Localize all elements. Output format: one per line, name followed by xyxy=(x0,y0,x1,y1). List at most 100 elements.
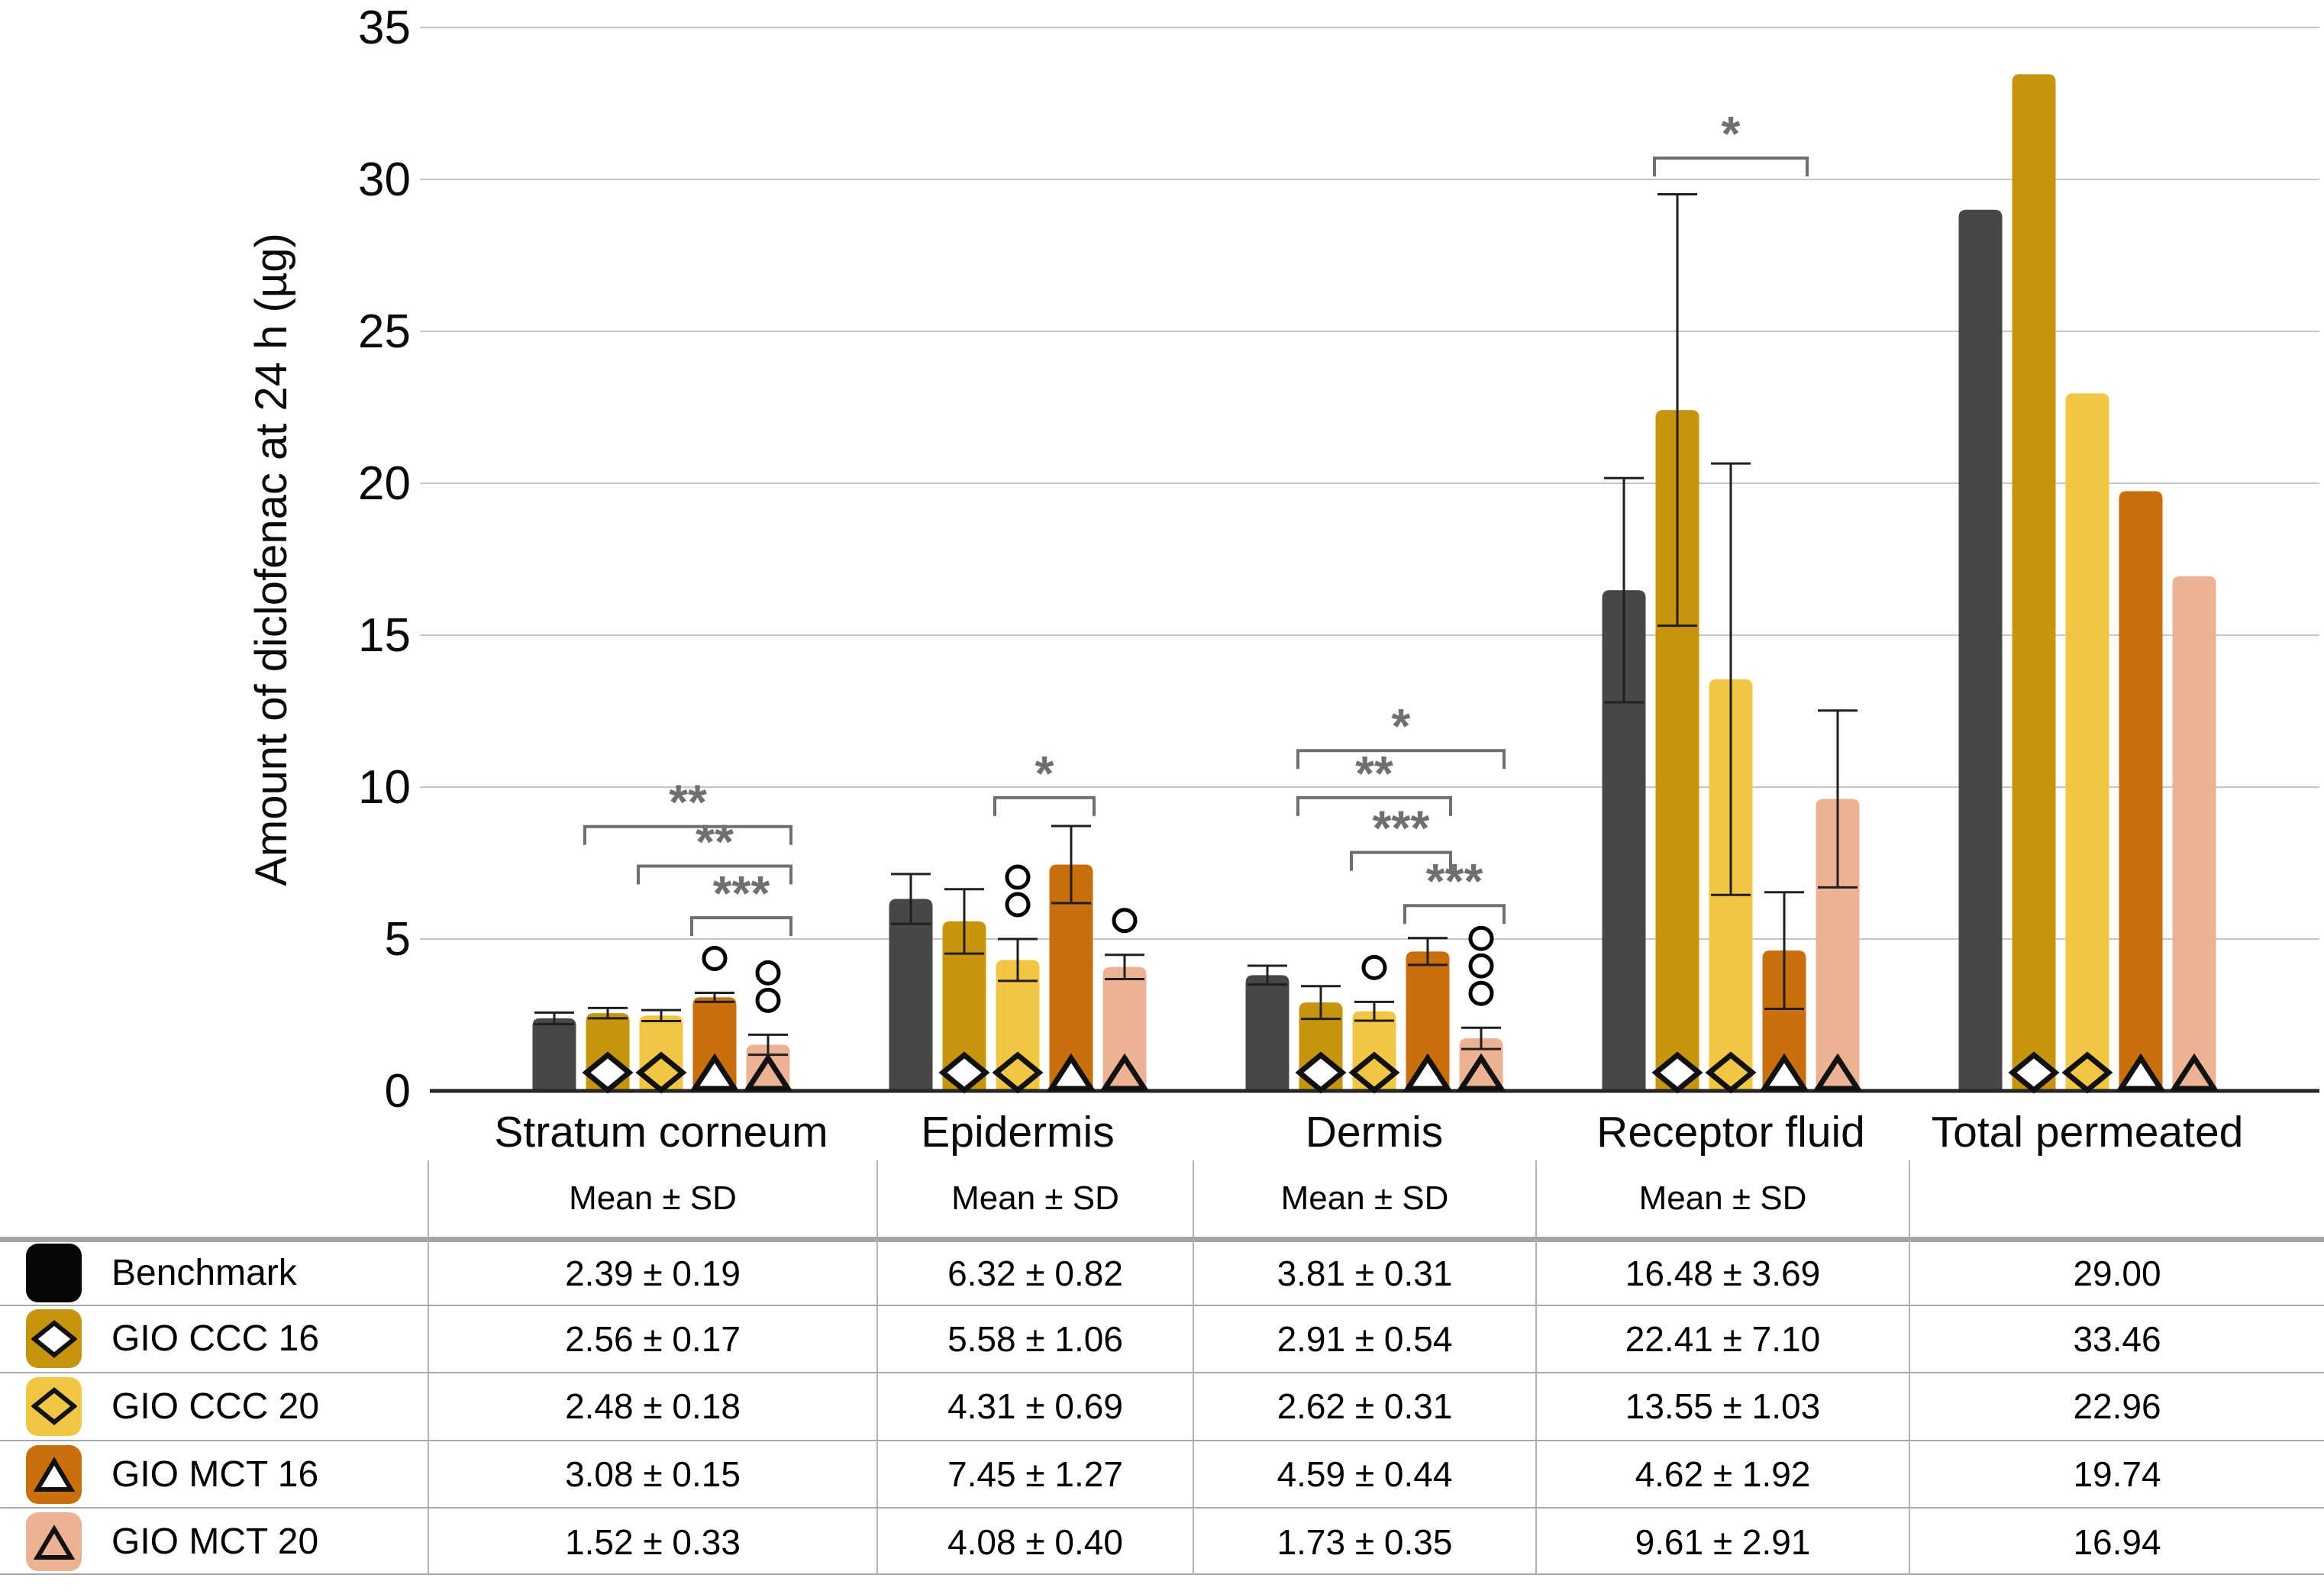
significance-bracket xyxy=(690,916,792,937)
legend-label: Benchmark xyxy=(111,1253,297,1294)
y-tick-label: 20 xyxy=(358,457,411,510)
bar xyxy=(1762,950,1806,1091)
table-cell: 16.94 xyxy=(1909,1507,2324,1575)
x-category-label: Epidermis xyxy=(921,1108,1114,1157)
y-tick-label: 15 xyxy=(358,609,411,662)
table-cell: 4.62 ± 1.92 xyxy=(1535,1439,1909,1508)
table-cell: 3.81 ± 0.31 xyxy=(1193,1237,1535,1305)
legend-row-gio-ccc-16: GIO CCC 16 xyxy=(0,1304,428,1373)
triangle-marker-icon xyxy=(33,1524,75,1560)
significance-label: * xyxy=(1392,699,1411,753)
significance-label: * xyxy=(1722,106,1741,161)
legend-swatch-gio-ccc-16 xyxy=(26,1309,82,1369)
diamond-marker-icon xyxy=(1348,1051,1400,1094)
table-cell: 9.61 ± 2.91 xyxy=(1535,1507,1909,1575)
table-header-mean-sd: Mean ± SD xyxy=(1193,1160,1535,1237)
significance-label: *** xyxy=(1373,801,1430,856)
table-cell: 33.46 xyxy=(1909,1304,2324,1373)
significance-bracket xyxy=(637,864,792,885)
triangle-marker-icon xyxy=(2169,1053,2219,1092)
triangle-marker-icon xyxy=(1099,1053,1150,1092)
y-tick-label: 5 xyxy=(385,913,411,966)
legend-label: GIO MCT 16 xyxy=(111,1454,319,1495)
x-category-label: Receptor fluid xyxy=(1596,1108,1865,1157)
diamond-marker-icon xyxy=(635,1051,687,1094)
y-tick-label: 0 xyxy=(385,1065,411,1118)
bar xyxy=(1049,864,1093,1091)
table-cell: 6.32 ± 0.82 xyxy=(876,1237,1193,1305)
triangle-marker-icon xyxy=(1456,1053,1506,1092)
bar xyxy=(2119,491,2163,1091)
significance-label: * xyxy=(1035,746,1054,801)
diamond-marker-icon xyxy=(1651,1051,1703,1094)
diamond-marker-icon xyxy=(31,1320,77,1358)
legend-row-gio-mct-20: GIO MCT 20 xyxy=(0,1507,428,1575)
bar xyxy=(996,960,1040,1091)
bar xyxy=(1245,975,1289,1091)
circle-annotation-icon xyxy=(1112,908,1138,934)
bar xyxy=(1655,410,1699,1091)
y-axis-title: Amount of diclofenac at 24 h (µg) xyxy=(247,233,296,886)
significance-label: ** xyxy=(696,814,734,869)
bar xyxy=(1602,590,1646,1091)
table-cell: 5.58 ± 1.06 xyxy=(876,1304,1193,1373)
significance-bracket xyxy=(1653,156,1809,177)
data-table: Mean ± SD Mean ± SD Mean ± SD Mean ± SD … xyxy=(0,1160,2324,1575)
legend-label: GIO CCC 20 xyxy=(111,1386,320,1427)
circle-annotation-icon xyxy=(1468,980,1494,1006)
legend-swatch-gio-mct-16 xyxy=(26,1444,82,1504)
significance-label: *** xyxy=(713,866,770,921)
triangle-marker-icon xyxy=(33,1457,75,1492)
bar xyxy=(532,1018,576,1091)
legend-label: GIO CCC 16 xyxy=(111,1318,320,1360)
y-tick-label: 10 xyxy=(358,761,411,814)
triangle-marker-icon xyxy=(33,1457,75,1492)
circle-annotation-icon xyxy=(1468,925,1494,951)
table-cell: 2.56 ± 0.17 xyxy=(428,1304,876,1373)
significance-label: ** xyxy=(1355,746,1393,801)
bar xyxy=(692,997,737,1091)
circle-annotation-icon xyxy=(1005,864,1031,890)
bar xyxy=(1102,966,1147,1091)
table-cell: 22.96 xyxy=(1909,1372,2324,1440)
diamond-marker-icon xyxy=(31,1387,77,1426)
x-category-label: Dermis xyxy=(1306,1108,1444,1157)
bar xyxy=(889,899,933,1091)
diamond-marker-icon xyxy=(1295,1051,1347,1094)
bar xyxy=(942,921,986,1091)
triangle-marker-icon xyxy=(689,1053,740,1092)
diamond-marker-icon xyxy=(992,1051,1044,1094)
table-cell: 2.48 ± 0.18 xyxy=(428,1372,876,1440)
table-cell: 13.55 ± 1.03 xyxy=(1535,1372,1909,1440)
legend-label: GIO MCT 20 xyxy=(111,1521,319,1563)
circle-annotation-icon xyxy=(1361,954,1387,980)
legend-row-gio-ccc-20: GIO CCC 20 xyxy=(0,1372,428,1440)
diamond-marker-icon xyxy=(582,1051,634,1094)
significance-bracket xyxy=(1350,850,1452,871)
significance-bracket xyxy=(1296,795,1452,816)
y-tick-label: 25 xyxy=(358,305,411,358)
triangle-marker-icon xyxy=(1812,1053,1863,1092)
significance-bracket xyxy=(583,824,792,845)
table-corner-cell xyxy=(0,1160,428,1237)
bar xyxy=(1816,799,1860,1091)
significance-label: *** xyxy=(1426,853,1483,908)
triangle-marker-icon xyxy=(33,1524,75,1560)
significance-bracket xyxy=(1403,904,1506,924)
legend-row-gio-mct-16: GIO MCT 16 xyxy=(0,1439,428,1508)
x-category-label: Total permeated xyxy=(1932,1108,2244,1157)
table-cell: 29.00 xyxy=(1909,1237,2324,1305)
bar xyxy=(2012,74,2056,1092)
legend-swatch-gio-mct-20 xyxy=(26,1512,82,1572)
bar xyxy=(2172,576,2216,1091)
table-cell: 19.74 xyxy=(1909,1439,2324,1508)
diamond-marker-icon xyxy=(938,1051,990,1094)
table-header-mean-sd: Mean ± SD xyxy=(876,1160,1193,1237)
table-cell: 4.08 ± 0.40 xyxy=(876,1507,1193,1575)
table-cell: 3.08 ± 0.15 xyxy=(428,1439,876,1508)
table-cell: 16.48 ± 3.69 xyxy=(1535,1237,1909,1305)
significance-label: ** xyxy=(669,775,707,830)
table-cell: 1.52 ± 0.33 xyxy=(428,1507,876,1575)
